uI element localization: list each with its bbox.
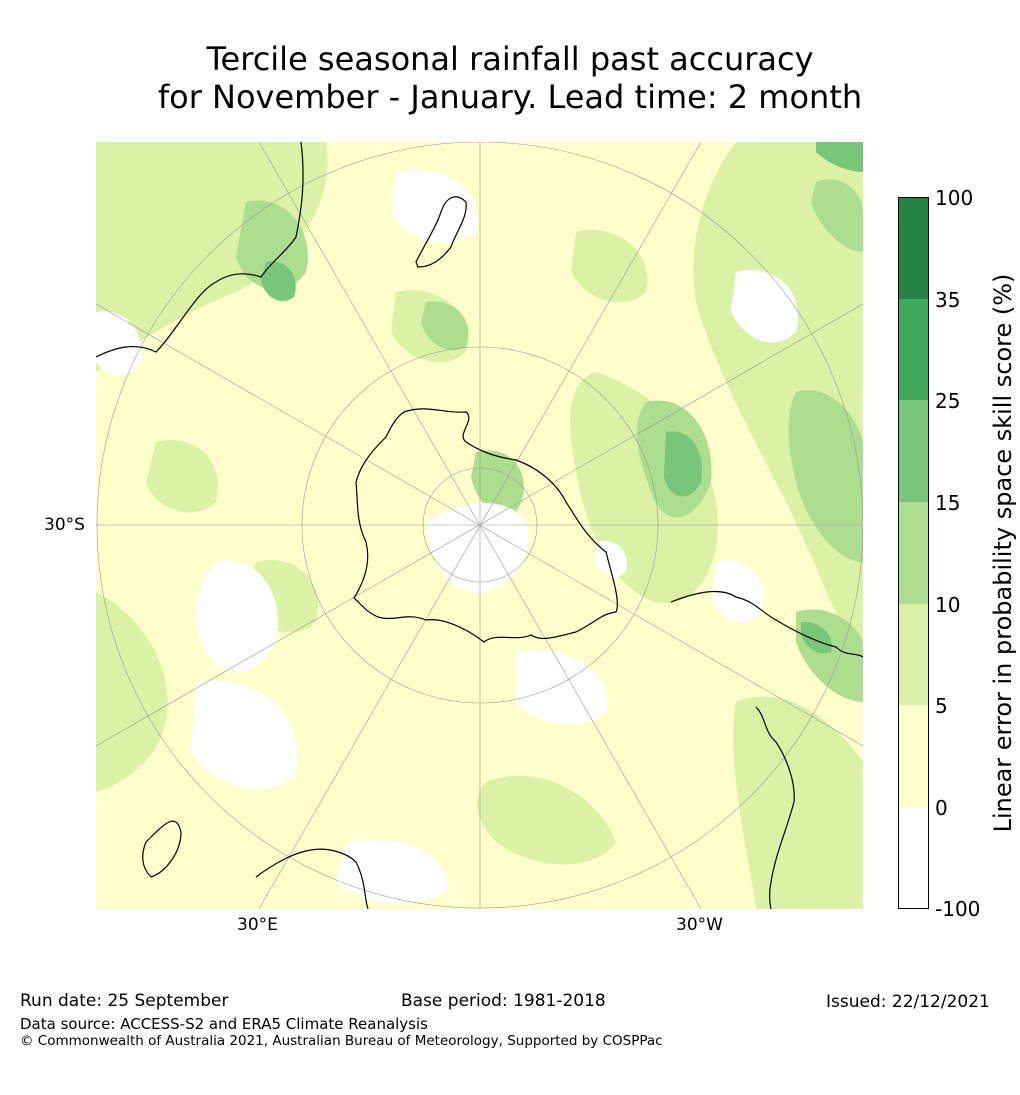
south-america-coastline xyxy=(670,591,863,658)
meridian-line xyxy=(96,303,863,747)
colorbar-bin xyxy=(898,400,929,502)
coastlines xyxy=(96,142,863,909)
south-america-east-coastline xyxy=(755,706,795,909)
latitude-label: 30°S xyxy=(44,515,85,535)
data-source: Data source: ACCESS-S2 and ERA5 Climate … xyxy=(20,1015,428,1033)
title-line-1: Tercile seasonal rainfall past accuracy xyxy=(206,40,814,78)
colorbar-bin xyxy=(898,197,929,299)
colorbar-bin xyxy=(898,705,929,807)
run-date: Run date: 25 September xyxy=(20,991,229,1011)
colorbar-tick: 15 xyxy=(935,491,961,515)
longitude-label-30w: 30°W xyxy=(676,915,723,935)
antarctica-coastline xyxy=(353,408,618,643)
colorbar-bin xyxy=(898,807,929,909)
colorbar-tick: 35 xyxy=(935,288,961,312)
copyright: © Commonwealth of Australia 2021, Austra… xyxy=(20,1033,663,1049)
issued-date: Issued: 22/12/2021 xyxy=(826,992,990,1012)
skill-shading-dark xyxy=(261,142,863,654)
longitude-label-30e: 30°E xyxy=(237,915,278,935)
colorbar xyxy=(898,197,929,909)
colorbar-label: Linear error in probability space skill … xyxy=(989,273,1017,833)
base-period: Base period: 1981-2018 xyxy=(401,991,606,1011)
colorbar-tick: 10 xyxy=(935,593,961,617)
polar-map xyxy=(96,142,863,909)
chart-title: Tercile seasonal rainfall past accuracy … xyxy=(0,40,1020,116)
graticule xyxy=(96,142,863,909)
australia-coastline xyxy=(96,142,304,358)
madagascar-coastline xyxy=(142,820,182,878)
colorbar-bin xyxy=(898,299,929,400)
new-zealand-coastline xyxy=(415,196,467,268)
colorbar-bin xyxy=(898,502,929,604)
colorbar-tick: 5 xyxy=(935,694,948,718)
title-line-2: for November - January. Lead time: 2 mon… xyxy=(157,78,863,116)
colorbar-tick: 0 xyxy=(935,796,948,820)
colorbar-tick: 25 xyxy=(935,389,961,413)
colorbar-bin xyxy=(898,604,929,705)
colorbar-tick: 100 xyxy=(935,186,974,210)
africa-coastline xyxy=(255,848,369,909)
skill-shading-medium xyxy=(236,179,863,702)
colorbar-tick: -100 xyxy=(935,897,981,921)
